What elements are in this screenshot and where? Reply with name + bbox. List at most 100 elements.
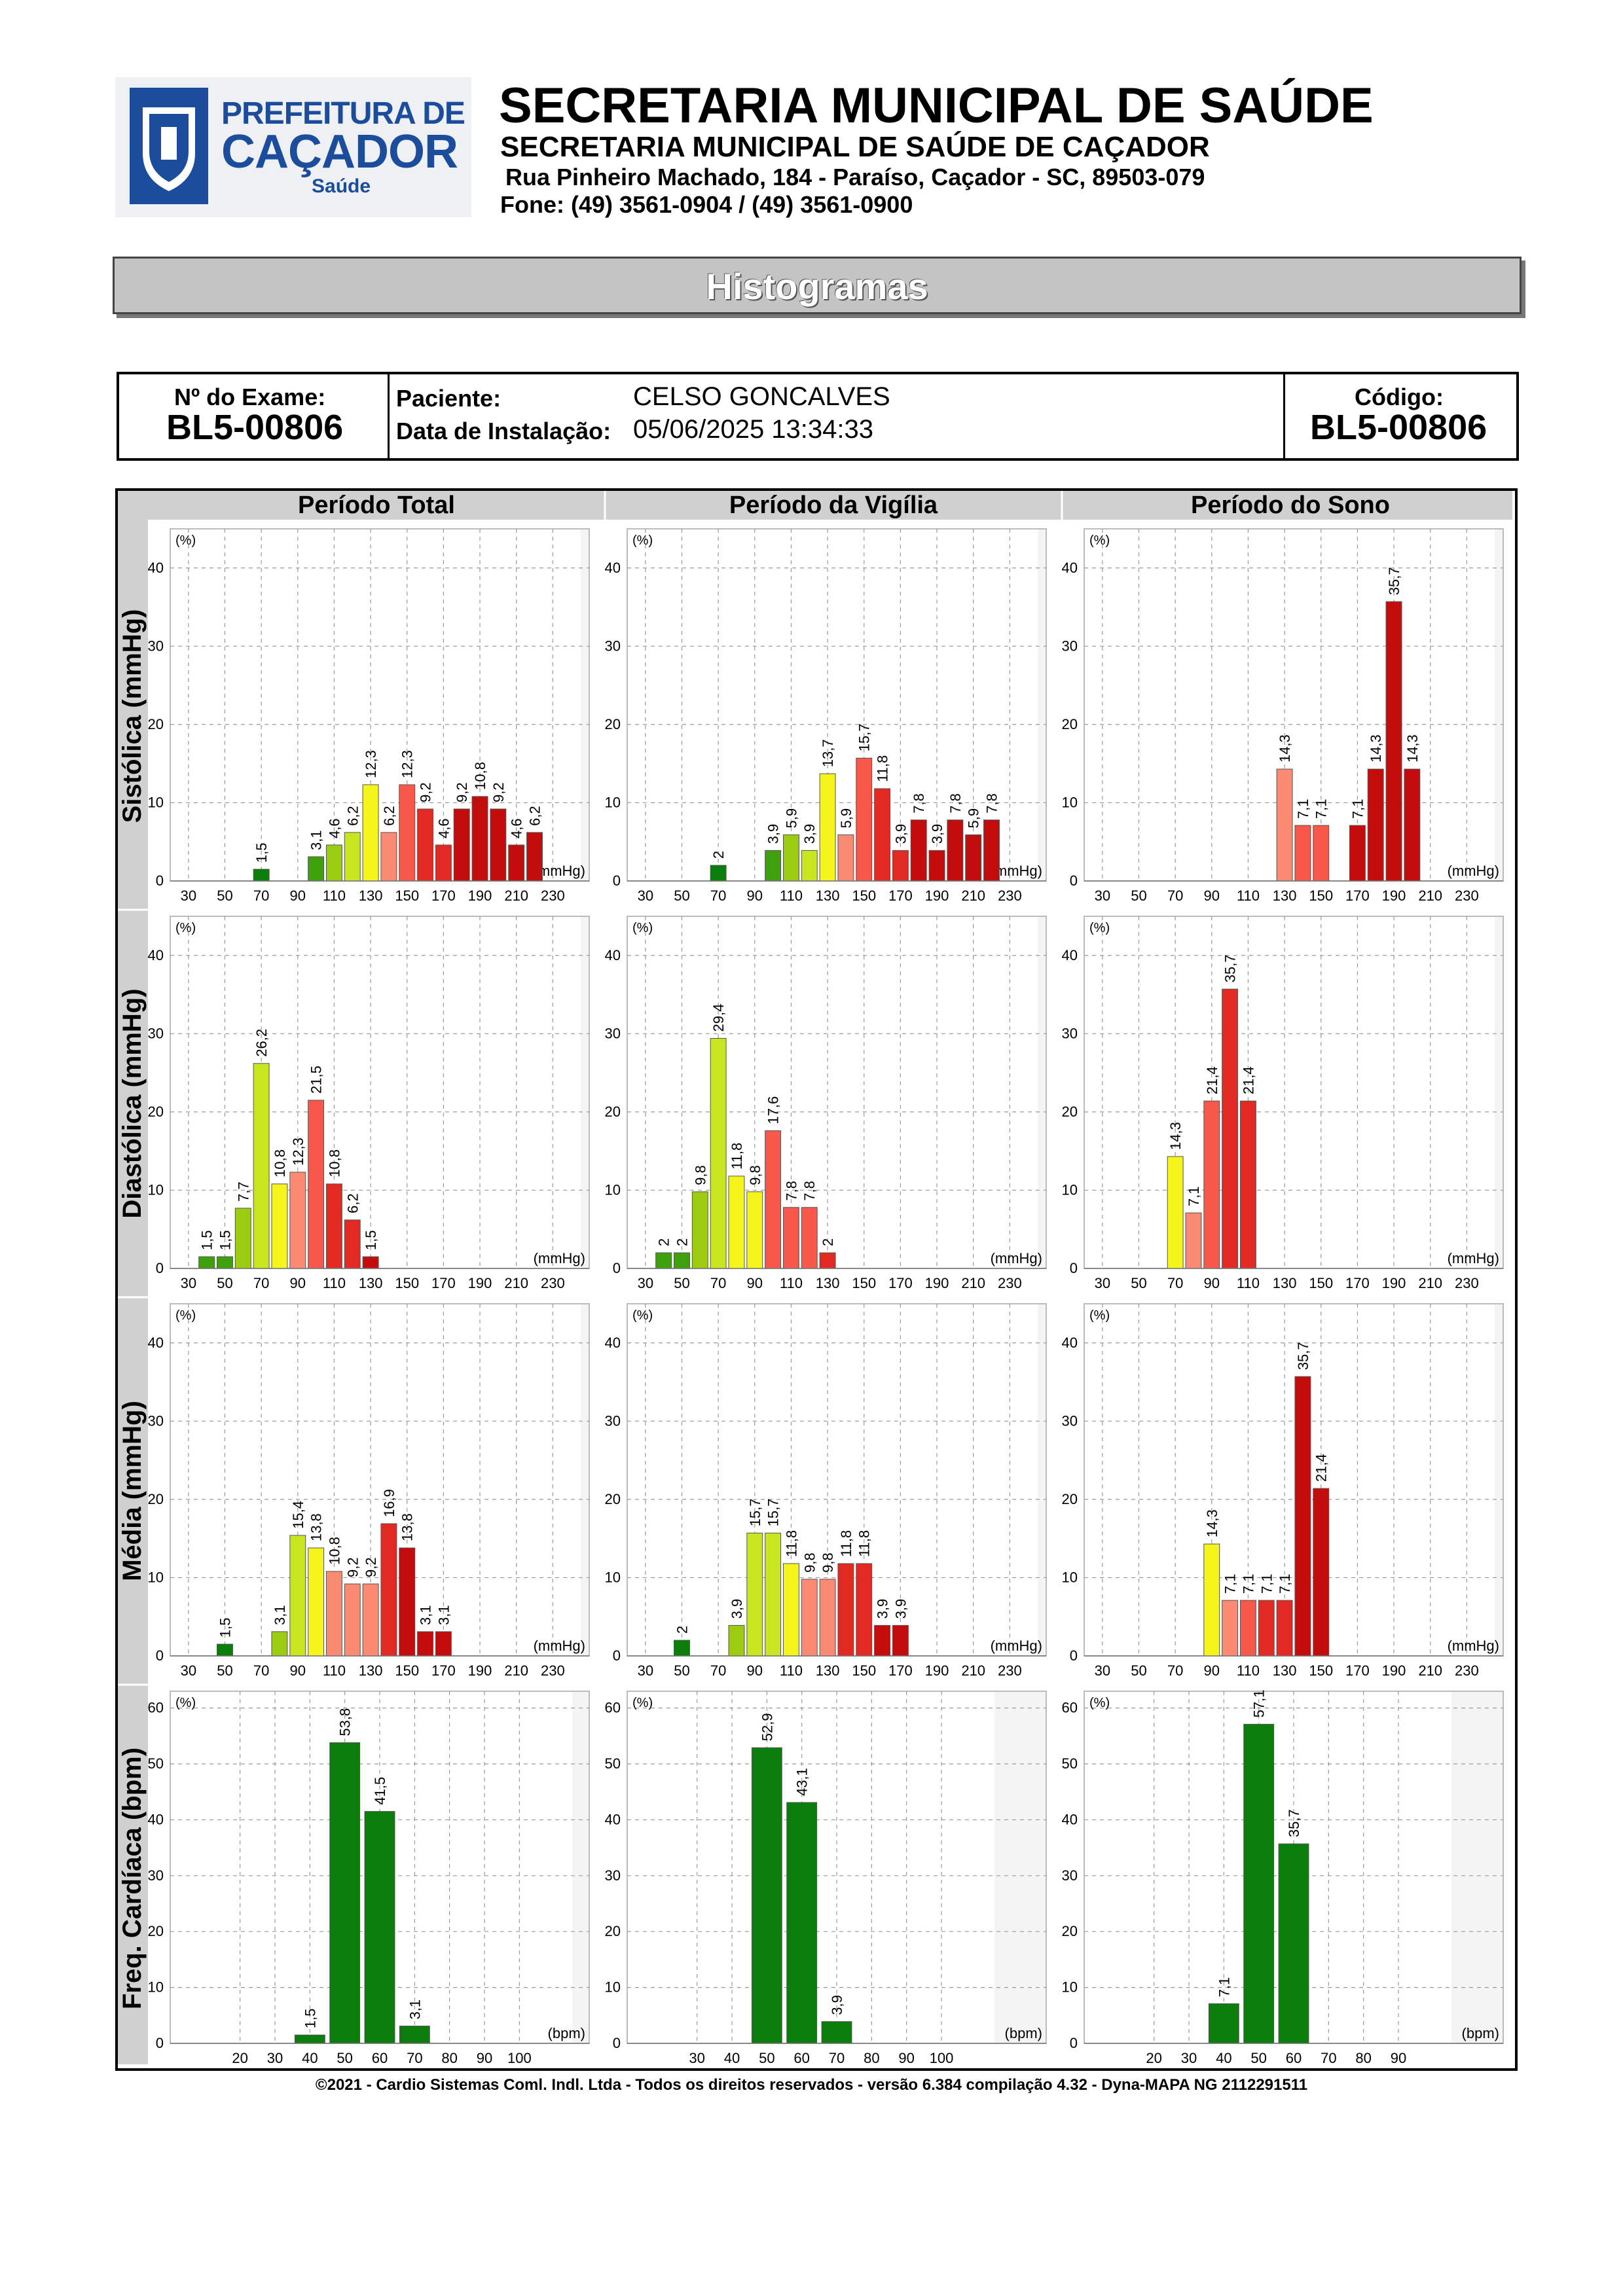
y-tick-label: 0: [1070, 2035, 1078, 2051]
histogram-bar: [271, 1183, 288, 1269]
histogram-bar: [1208, 2003, 1239, 2044]
bar-value-label: 4,6: [326, 818, 342, 838]
y-tick-label: 30: [1062, 1025, 1078, 1041]
page-subtitle: SECRETARIA MUNICIPAL DE SAÚDE DE CAÇADOR: [500, 131, 1210, 163]
bar-value-label: 14,3: [1167, 1122, 1184, 1150]
bar-value-label: 1,5: [217, 1617, 233, 1638]
y-tick-label: 30: [605, 1025, 621, 1041]
histogram-bar: [325, 844, 342, 882]
x-tick-label: 210: [1418, 1275, 1442, 1291]
histogram-bar: [691, 1191, 708, 1269]
histogram-bar: [1243, 1723, 1275, 2044]
histogram-bar: [910, 819, 927, 882]
x-tick-label: 210: [504, 888, 528, 904]
code-cell: Código: BL5-00806: [1285, 374, 1516, 458]
y-unit-label: (%): [1089, 533, 1110, 548]
bar-value-label: 7,1: [1277, 1574, 1293, 1594]
bar-value-label: 35,7: [1386, 567, 1402, 595]
x-tick-label: 60: [793, 2050, 809, 2066]
bar-value-label: 3,1: [407, 2000, 423, 2020]
bar-value-label: 11,8: [729, 1143, 745, 1170]
y-tick-label: 20: [605, 1923, 621, 1939]
plot-data-region: [628, 917, 1038, 1268]
y-tick-label: 0: [1070, 1260, 1078, 1276]
bar-value-label: 41,5: [372, 1777, 388, 1805]
logo-text-line2: CAÇADOR: [221, 126, 458, 178]
x-tick-label: 70: [253, 1662, 269, 1679]
bar-value-label: 7,1: [1313, 799, 1330, 819]
x-tick-label: 90: [1204, 888, 1220, 904]
histogram-bar: [837, 1563, 854, 1657]
y-tick-label: 20: [1062, 716, 1078, 732]
x-tick-label: 20: [1146, 2050, 1161, 2066]
x-tick-label: 70: [710, 888, 726, 904]
x-tick-label: 90: [477, 2050, 492, 2066]
histogram-bar: [344, 832, 361, 882]
y-tick-label: 60: [148, 1700, 164, 1716]
code-label: Código:: [1355, 384, 1444, 410]
bar-value-label: 7,8: [984, 793, 1000, 814]
histogram-bar: [399, 1547, 416, 1657]
histogram-bar: [819, 1252, 836, 1269]
y-tick-label: 30: [605, 1412, 621, 1429]
histogram-bar: [325, 1571, 342, 1657]
histogram-bar: [674, 1640, 690, 1657]
histogram-bar: [526, 832, 543, 882]
x-tick-label: 110: [323, 1275, 346, 1291]
y-tick-label: 20: [148, 716, 164, 732]
histogram-grid: [115, 488, 1518, 2071]
histogram-bar: [1203, 1100, 1220, 1269]
y-tick-label: 10: [605, 1181, 621, 1198]
y-tick-label: 30: [605, 1867, 621, 1884]
x-tick-label: 130: [1273, 1275, 1297, 1291]
bar-value-label: 5,9: [966, 808, 982, 829]
exam-info-box: Nº do Exame: BL5-00806 Paciente: CELSO G…: [117, 372, 1519, 461]
y-unit-label: (%): [1089, 1696, 1110, 1710]
x-tick-label: 90: [747, 1662, 763, 1679]
x-tick-label: 150: [395, 1275, 419, 1291]
x-tick-label: 50: [1131, 888, 1146, 904]
histogram-bar: [1278, 1843, 1309, 2044]
x-tick-label: 230: [1455, 1275, 1479, 1291]
y-tick-label: 30: [1062, 637, 1078, 654]
y-tick-label: 10: [1062, 1181, 1078, 1198]
x-tick-label: 170: [1345, 888, 1370, 904]
bar-value-label: 14,3: [1204, 1509, 1220, 1537]
bar-value-label: 12,3: [290, 1138, 306, 1166]
x-tick-label: 110: [780, 1275, 803, 1291]
bar-value-label: 13,8: [399, 1513, 416, 1541]
histogram-bar: [217, 1256, 233, 1269]
column-header: Período Total: [298, 492, 455, 519]
histogram-bar: [821, 2021, 852, 2044]
y-unit-label: (%): [632, 1308, 653, 1323]
histogram-bar: [765, 1532, 782, 1657]
y-tick-label: 30: [605, 637, 621, 654]
histogram-bar: [399, 784, 416, 882]
x-tick-label: 210: [961, 1662, 985, 1679]
histogram-bar: [674, 1252, 690, 1269]
bar-value-label: 2: [656, 1238, 672, 1246]
x-unit-label: (mmHg): [1448, 1638, 1499, 1654]
histogram-bar: [1385, 601, 1402, 882]
bar-value-label: 43,1: [794, 1768, 811, 1796]
x-tick-label: 210: [961, 888, 985, 904]
row-label: Diastólica (mmHg): [118, 988, 147, 1218]
bar-value-label: 9,2: [363, 1557, 379, 1577]
x-unit-label: (mmHg): [1448, 1250, 1499, 1266]
y-tick-label: 0: [156, 872, 164, 889]
x-unit-label: (bpm): [548, 2025, 585, 2041]
bar-value-label: 10,8: [326, 1149, 342, 1177]
x-tick-label: 50: [1250, 2050, 1266, 2066]
bar-value-label: 9,2: [344, 1557, 361, 1577]
histogram-bar: [417, 1631, 434, 1657]
x-tick-label: 100: [930, 2050, 954, 2066]
y-tick-label: 40: [148, 1811, 164, 1827]
y-unit-label: (%): [1089, 921, 1110, 935]
histogram-bar: [508, 844, 525, 882]
x-tick-label: 50: [674, 888, 689, 904]
histogram-bar: [1239, 1600, 1256, 1657]
y-tick-label: 40: [1062, 1335, 1078, 1351]
x-tick-label: 170: [431, 1275, 456, 1291]
x-tick-label: 50: [674, 1275, 689, 1291]
x-tick-label: 230: [998, 1662, 1022, 1679]
